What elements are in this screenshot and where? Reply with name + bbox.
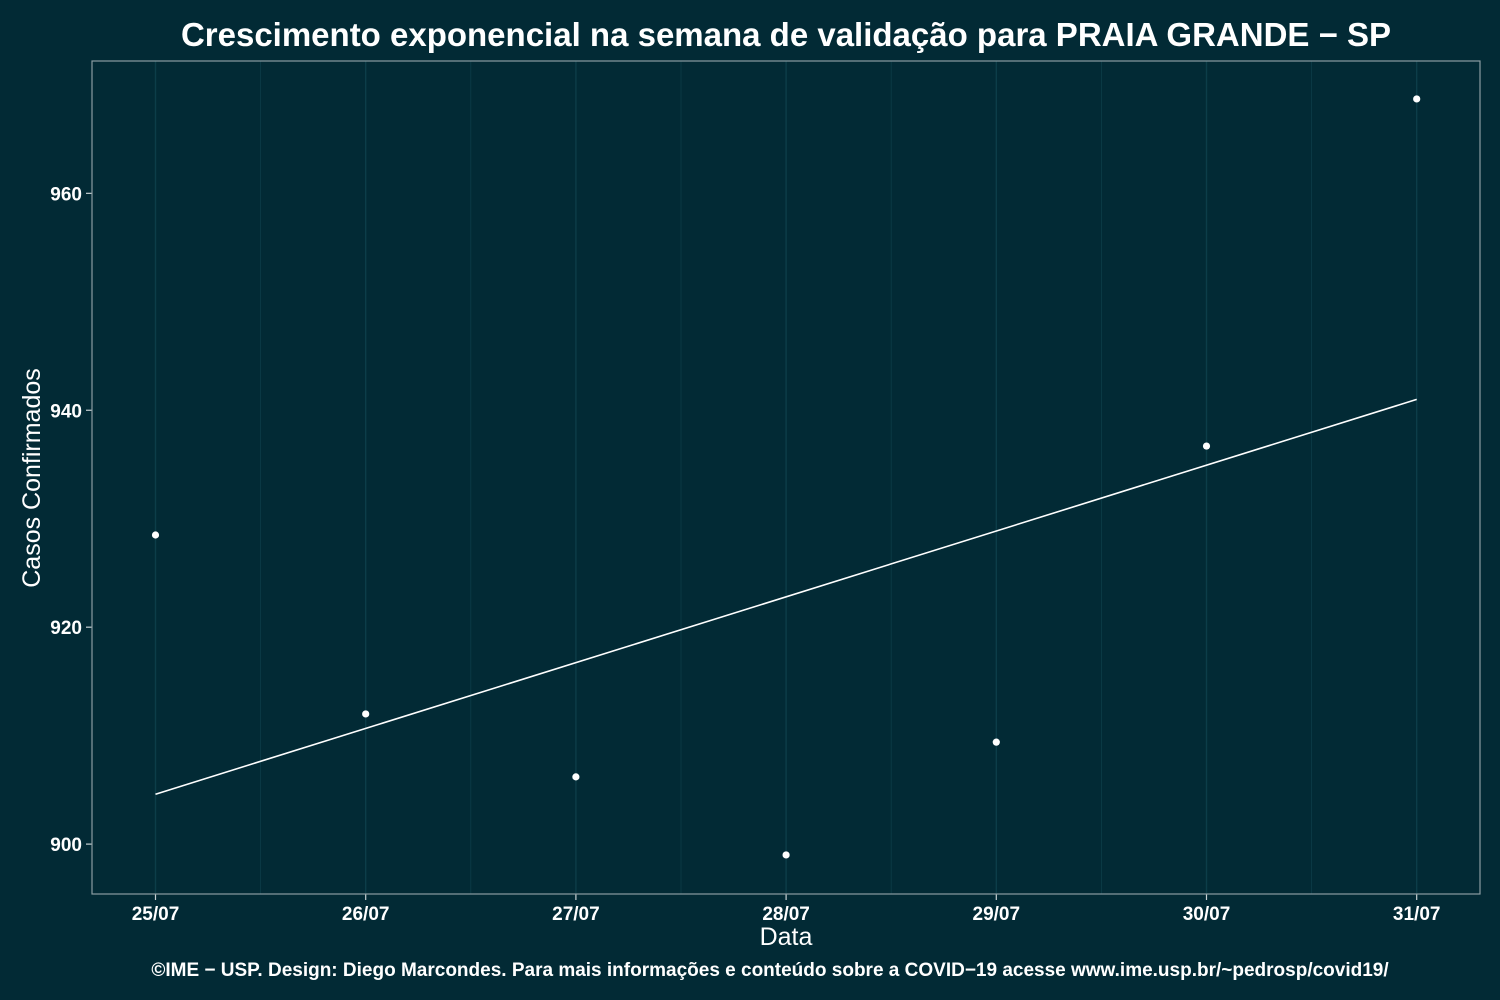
x-tick-label: 31/07 bbox=[1393, 904, 1441, 925]
data-marks bbox=[151, 95, 1421, 859]
data-point bbox=[1202, 442, 1211, 450]
x-tick-label: 30/07 bbox=[1183, 904, 1231, 925]
data-point bbox=[362, 710, 370, 718]
data-point bbox=[782, 851, 790, 859]
grid bbox=[154, 61, 1418, 894]
chart-title: Crescimento exponencial na semana de val… bbox=[181, 16, 1391, 53]
footer-caption: ©IME − USP. Design: Diego Marcondes. Par… bbox=[151, 960, 1389, 981]
y-tick-label: 900 bbox=[50, 835, 82, 856]
y-tick-label: 920 bbox=[50, 618, 82, 639]
plot-panel-border bbox=[91, 60, 1481, 895]
data-point bbox=[572, 773, 580, 781]
x-tick-label: 28/07 bbox=[762, 904, 810, 925]
x-tick-label: 26/07 bbox=[342, 904, 390, 925]
x-tick-label: 27/07 bbox=[552, 904, 600, 925]
x-axis-label: Data bbox=[760, 923, 813, 951]
x-tick-label: 29/07 bbox=[973, 904, 1021, 925]
y-axis-label: Casos Confirmados bbox=[18, 368, 46, 588]
y-tick-label: 960 bbox=[50, 184, 82, 205]
data-point bbox=[151, 531, 160, 539]
data-point bbox=[992, 738, 1000, 746]
y-tick-label: 940 bbox=[50, 401, 82, 422]
axes: 25/07 26/07 27/07 28/07 29/07 30/07 31/07 900 92… bbox=[50, 184, 1440, 925]
x-tick-label: 25/07 bbox=[132, 904, 180, 925]
data-point bbox=[1413, 95, 1421, 103]
fit-line bbox=[155, 398, 1417, 795]
